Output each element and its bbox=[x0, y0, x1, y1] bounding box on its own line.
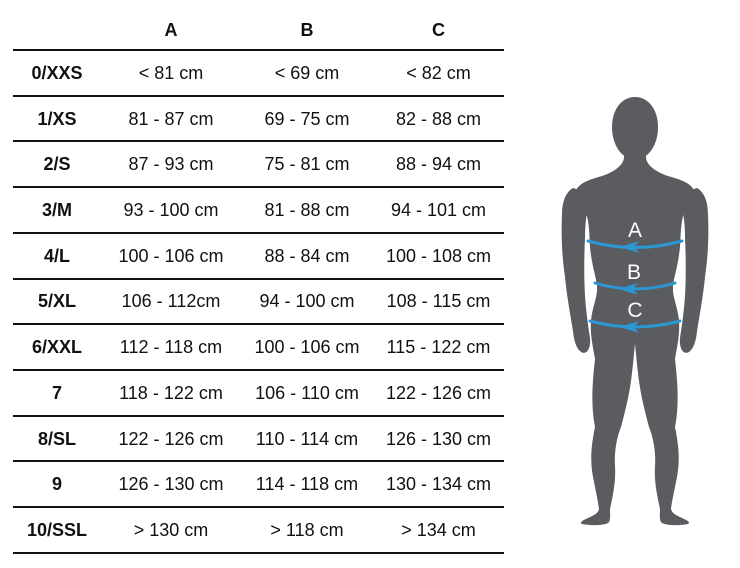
measurement-b-cell: > 118 cm bbox=[270, 520, 344, 541]
header-measurement-c: C bbox=[432, 19, 445, 40]
measurement-a-cell: 122 - 126 cm bbox=[118, 428, 224, 449]
measurement-arrows: A B C bbox=[586, 219, 684, 333]
waist-measurement-arrow bbox=[593, 281, 677, 295]
waist-arrowhead-icon bbox=[619, 283, 638, 295]
hips-measurement-arrow bbox=[588, 319, 682, 333]
chest-label: A bbox=[628, 219, 642, 242]
measurement-c-cell: 130 - 134 cm bbox=[385, 474, 492, 495]
size-cell: 10/SSL bbox=[26, 520, 88, 541]
measurement-c-cell: 126 - 130 cm bbox=[385, 428, 492, 449]
table-row: 4/L 100 - 106 cm 88 - 84 cm 100 - 108 cm bbox=[13, 231, 504, 278]
header-measurement-b: B bbox=[300, 19, 314, 40]
table-row: 1/XS 81 - 87 cm 69 - 75 cm 82 - 88 cm bbox=[13, 94, 504, 141]
measurement-b-cell: 75 - 81 cm bbox=[264, 154, 350, 175]
measurement-a-cell: > 130 cm bbox=[133, 520, 209, 541]
table-row: 7 118 - 122 cm 106 - 110 cm 122 - 126 cm bbox=[13, 369, 504, 415]
measurement-c-cell: 122 - 126 cm bbox=[385, 382, 492, 403]
measurement-c-cell: 115 - 122 cm bbox=[386, 337, 491, 358]
measurement-a-cell: 126 - 130 cm bbox=[118, 474, 224, 495]
table-row: 9 126 - 130 cm 114 - 118 cm 130 - 134 cm bbox=[13, 460, 504, 506]
chest-arrow-line bbox=[586, 239, 684, 249]
measurement-c-cell: 100 - 108 cm bbox=[385, 245, 492, 266]
size-cell: 6/XXL bbox=[31, 337, 83, 358]
measurement-a-cell: 87 - 93 cm bbox=[128, 154, 214, 175]
table-row: 8/SL 122 - 126 cm 110 - 114 cm 126 - 130… bbox=[13, 414, 504, 461]
measurement-b-cell: 114 - 118 cm bbox=[255, 474, 359, 495]
measurement-b-cell: 81 - 88 cm bbox=[264, 200, 350, 221]
measurement-b-cell: 69 - 75 cm bbox=[264, 108, 350, 129]
measurement-b-cell: 88 - 84 cm bbox=[264, 245, 350, 266]
silhouette-head bbox=[612, 97, 658, 159]
measurement-c-cell: 94 - 101 cm bbox=[390, 200, 487, 221]
size-table: A B C 0/XXS < 81 cm < 69 cm < 82 cm 1/XS… bbox=[13, 10, 504, 554]
size-cell: 8/SL bbox=[37, 428, 76, 449]
header-measurement-a: A bbox=[164, 19, 178, 40]
waist-arrow-line bbox=[593, 281, 677, 291]
waist-label: B bbox=[627, 261, 641, 284]
table-row: 6/XXL 112 - 118 cm 100 - 106 cm 115 - 12… bbox=[13, 323, 504, 369]
hips-arrow-line bbox=[588, 319, 682, 329]
measurement-a-cell: 100 - 106 cm bbox=[118, 245, 224, 266]
size-table-header: A B C bbox=[13, 10, 504, 49]
measurement-c-cell: < 82 cm bbox=[406, 62, 471, 83]
table-row: 2/S 87 - 93 cm 75 - 81 cm 88 - 94 cm bbox=[13, 140, 504, 186]
measurement-b-cell: 94 - 100 cm bbox=[259, 291, 355, 312]
measurement-a-cell: 106 - 112cm bbox=[121, 291, 221, 312]
size-cell: 0/XXS bbox=[31, 62, 83, 83]
size-cell: 7 bbox=[51, 382, 62, 403]
size-cell: 3/M bbox=[41, 200, 72, 221]
male-silhouette bbox=[561, 97, 709, 526]
size-cell: 9 bbox=[51, 474, 62, 495]
measurement-c-cell: 108 - 115 cm bbox=[386, 291, 491, 312]
table-row: 5/XL 106 - 112cm 94 - 100 cm 108 - 115 c… bbox=[13, 277, 504, 324]
silhouette-left-arm bbox=[561, 188, 591, 353]
size-table-body: 0/XXS < 81 cm < 69 cm < 82 cm 1/XS 81 - … bbox=[13, 49, 504, 554]
size-cell: 4/L bbox=[43, 245, 70, 266]
hips-arrowhead-icon bbox=[620, 321, 639, 333]
measurement-b-cell: 106 - 110 cm bbox=[255, 382, 359, 403]
measurement-c-cell: > 134 cm bbox=[401, 520, 476, 541]
table-row: 0/XXS < 81 cm < 69 cm < 82 cm bbox=[13, 49, 504, 95]
measurement-a-cell: < 81 cm bbox=[138, 62, 204, 83]
size-cell: 1/XS bbox=[37, 108, 77, 129]
measurement-c-cell: 82 - 88 cm bbox=[395, 108, 482, 129]
chest-arrowhead-icon bbox=[620, 241, 639, 253]
chest-measurement-arrow bbox=[586, 239, 684, 253]
size-cell: 5/XL bbox=[37, 291, 76, 312]
table-row: 10/SSL > 130 cm > 118 cm > 134 cm bbox=[13, 506, 504, 552]
silhouette-torso-legs bbox=[575, 149, 695, 526]
silhouette-right-arm bbox=[679, 188, 709, 353]
measurement-a-cell: 118 - 122 cm bbox=[119, 382, 223, 403]
measurement-b-cell: < 69 cm bbox=[274, 62, 340, 83]
measurement-c-cell: 88 - 94 cm bbox=[395, 154, 482, 175]
measurement-a-cell: 93 - 100 cm bbox=[123, 200, 219, 221]
measurement-b-cell: 110 - 114 cm bbox=[255, 428, 359, 449]
size-cell: 2/S bbox=[43, 154, 71, 175]
table-row: 3/M 93 - 100 cm 81 - 88 cm 94 - 101 cm bbox=[13, 186, 504, 232]
measurement-b-cell: 100 - 106 cm bbox=[254, 337, 360, 358]
measurement-a-cell: 81 - 87 cm bbox=[128, 108, 214, 129]
measurement-a-cell: 112 - 118 cm bbox=[119, 337, 223, 358]
hips-label: C bbox=[627, 299, 642, 322]
body-measurement-figure: A B C bbox=[540, 85, 740, 545]
